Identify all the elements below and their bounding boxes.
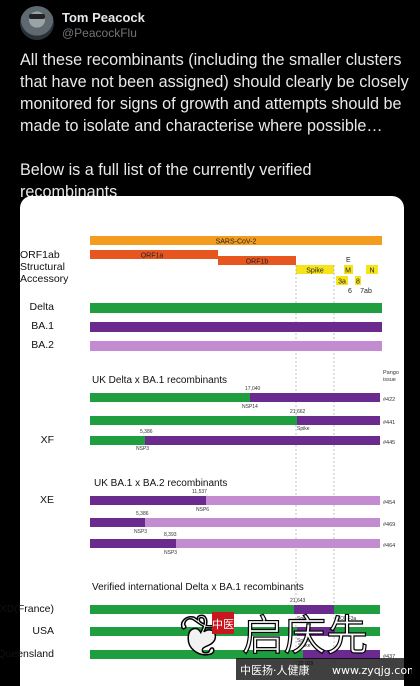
gene-label: MORF3a [336, 616, 357, 622]
section2-title: UK BA.1 x BA.2 recombinants [94, 478, 227, 489]
breakpoint-label: 21,662 [290, 409, 306, 415]
breakpoint-label: 17,040 [245, 386, 261, 392]
n-bar [366, 265, 378, 274]
tweet-media-image[interactable]: SARS-CoV-2 ORF1a ORF1b Spike E M N 3a 8 … [20, 196, 404, 686]
recomb-bar-ba1-part [250, 393, 380, 402]
gene-label: NSP3 [136, 446, 149, 452]
recomb-bar-delta-part [90, 627, 297, 636]
pango-issue: #454 [383, 500, 395, 506]
recomb-bar-ba2-part [176, 539, 380, 548]
recomb-bar-delta-part [335, 627, 380, 636]
recomb-bar-delta-part [90, 393, 250, 402]
breakpoint-label: 5,386 [136, 511, 149, 517]
tweet-text: All these recombinants (including the sm… [20, 49, 412, 225]
orf7ab-label: 7ab [360, 288, 372, 295]
pango-header: Pango [383, 370, 399, 376]
pango-issue: #437 [383, 654, 395, 660]
m-label: M [345, 268, 351, 275]
pango-issue: #464 [383, 543, 395, 549]
orf8-bar [355, 276, 361, 285]
recomb-bar-delta-part [334, 605, 380, 614]
orf1a-label: ORF1a [141, 253, 164, 260]
author-handle[interactable]: @PeacockFlu [62, 26, 137, 40]
avatar[interactable] [20, 6, 54, 40]
recomb-bar-ba2-part [145, 518, 380, 527]
recomb-bar-delta-part [90, 605, 294, 614]
section3-title: Verified international Delta x BA.1 reco… [92, 582, 304, 593]
pango-issue: #441 [383, 420, 395, 426]
tweet-paragraph: All these recombinants (including the sm… [20, 51, 409, 135]
recomb-bar-delta-part [90, 436, 145, 445]
gene-label: Spike [298, 643, 311, 649]
pango-issue: #422 [383, 397, 395, 403]
gene-label: NSP3 [134, 529, 147, 535]
recomb-bar-ba2-part [206, 496, 380, 505]
section1-title: UK Delta x BA.1 recombinants [92, 375, 227, 386]
gene-label: Spike [297, 616, 310, 622]
recomb-bar-delta-part [90, 650, 303, 659]
ba2-bar [90, 341, 382, 351]
tweet-header: Tom Peacock @PeacockFlu [20, 6, 400, 40]
author-name[interactable]: Tom Peacock [62, 10, 145, 25]
spike-label: Spike [306, 268, 324, 275]
gene-label: NSP3 [164, 550, 177, 556]
orf3a-label: 3a [338, 279, 346, 286]
gene-label: Spike [297, 426, 310, 432]
spike-bar [296, 265, 334, 274]
delta-bar [90, 303, 382, 313]
breakpoint-label: 8,393 [164, 532, 177, 538]
breakpoint-label: 22,029 [298, 661, 314, 667]
gene-label: Spike [297, 638, 310, 644]
orf1a-bar [90, 250, 218, 259]
recomb-bar-ba1-part [297, 416, 380, 425]
recombinant-figure: SARS-CoV-2 ORF1a ORF1b Spike E M N 3a 8 … [90, 236, 399, 667]
recomb-bar-ba1-part [297, 627, 335, 636]
recomb-bar-ba1-part [294, 605, 334, 614]
ba1-bar [90, 322, 382, 332]
recomb-bar-ba1-part [90, 496, 206, 505]
recomb-bar-delta-part [90, 416, 297, 425]
n-label: N [369, 268, 374, 275]
gene-label: NSP6 [196, 507, 209, 513]
breakpoint-label: 21,643 [290, 598, 306, 604]
pango-issue: #469 [383, 522, 395, 528]
orf6-label: 6 [348, 288, 352, 295]
orf1b-label: ORF1b [246, 259, 269, 266]
genome-label: SARS-CoV-2 [216, 239, 257, 246]
orf1b-bar [218, 256, 296, 265]
breakpoint-label: 5,386 [140, 429, 153, 435]
recomb-bar-ba1-part [303, 650, 380, 659]
genome-bar [90, 236, 382, 245]
e-bar [344, 265, 353, 274]
orf3a-bar [336, 276, 348, 285]
recomb-bar-ba1-part [90, 518, 145, 527]
pango-header-2: issue [383, 377, 396, 383]
gene-label: NSP14 [242, 404, 258, 410]
pango-issue: #445 [383, 440, 395, 446]
orf8-label: 8 [356, 279, 360, 286]
recomb-bar-ba1-part [90, 539, 176, 548]
e-label: E [346, 257, 351, 264]
recomb-bar-ba1-part [145, 436, 380, 445]
breakpoint-label: 11,537 [192, 489, 207, 495]
